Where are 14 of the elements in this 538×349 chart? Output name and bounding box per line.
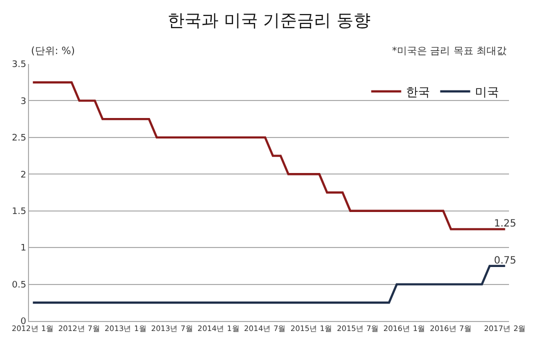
y-tick-label: 2.5 <box>12 134 26 144</box>
y-tick-label: 3 <box>20 96 26 107</box>
legend-label: 한국 <box>406 85 430 100</box>
y-tick-label: 1 <box>20 244 26 254</box>
chart-title: 한국과 미국 기준금리 동향 <box>167 10 371 31</box>
y-tick-label: 1.5 <box>12 207 26 218</box>
text: (단위: %) <box>31 46 75 57</box>
y-tick-label: 2 <box>20 170 26 180</box>
data-label: 0.75 <box>494 255 516 266</box>
y-tick-label: 3.5 <box>12 60 26 70</box>
legend-label: 미국 <box>475 85 500 100</box>
data-label: 1.25 <box>494 218 516 230</box>
text: *미국은 금리 목표 최대값 <box>392 46 507 57</box>
y-tick-label: 0.5 <box>12 280 26 290</box>
